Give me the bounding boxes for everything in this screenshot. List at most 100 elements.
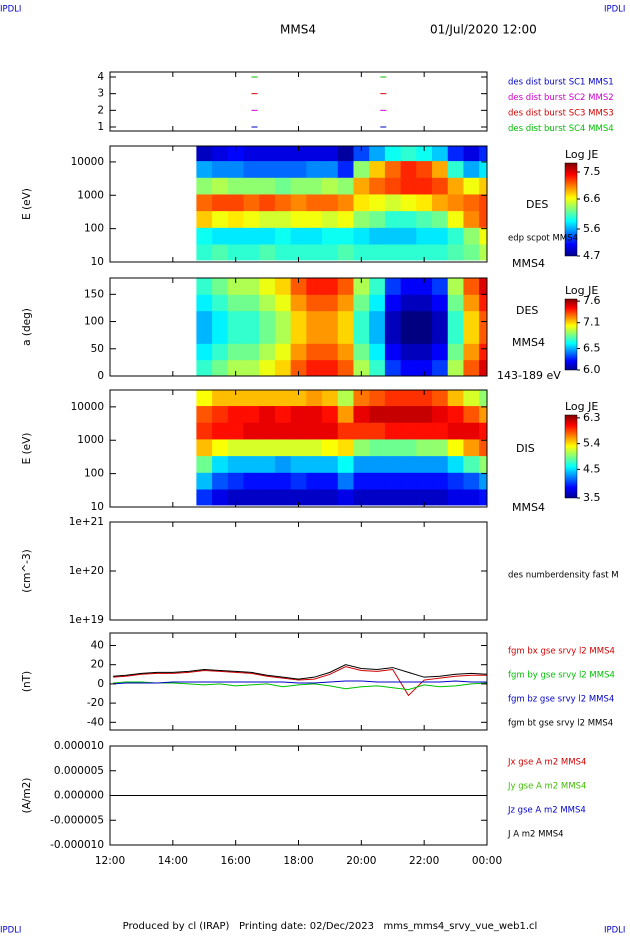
legend-entry: J A m2 MMS4 — [507, 830, 564, 840]
heat-cell — [212, 146, 229, 162]
y-axis-label: a (deg) — [21, 308, 33, 346]
heat-cell — [447, 455, 464, 473]
heat-cell — [447, 193, 464, 212]
heat-cell — [212, 343, 229, 361]
heat-cell — [337, 227, 354, 245]
heat-cell — [196, 210, 213, 228]
heat-cell — [432, 310, 449, 328]
heat-cell — [306, 422, 323, 440]
heat-cell — [353, 390, 370, 407]
heat-cell — [416, 343, 433, 361]
heat-cell — [337, 455, 354, 473]
heat-cell — [212, 488, 229, 506]
heat-cell — [384, 177, 402, 195]
plot-area — [196, 390, 487, 506]
heat-cell — [479, 160, 487, 178]
heat-cell — [227, 327, 245, 344]
heat-cell — [369, 146, 386, 162]
y-tick-label: 0 — [97, 370, 104, 382]
heat-cell — [322, 146, 339, 162]
heat-cell — [196, 177, 213, 195]
heat-cell — [463, 405, 480, 423]
heat-cell — [479, 327, 487, 344]
heat-cell — [369, 472, 386, 490]
colorbar-tick-label: 7.6 — [583, 294, 601, 307]
heat-cell — [384, 438, 402, 457]
legend-entry: fgm bz gse srvy l2 MMS4 — [508, 695, 614, 705]
heat-cell — [447, 160, 464, 178]
x-tick-label: 18:00 — [283, 855, 313, 867]
legend-entry: Jy gse A m2 MMS4 — [507, 782, 586, 792]
heat-cell — [432, 343, 449, 361]
heat-cell — [479, 227, 487, 245]
corner-label: IPDLI — [604, 5, 625, 15]
colorbar-tick-label: 4.5 — [583, 462, 601, 475]
heat-cell — [337, 243, 354, 261]
y-tick-label: 1e+20 — [69, 565, 104, 577]
y-tick-label: 40 — [91, 639, 104, 651]
colorbar-label: Log JE — [565, 284, 598, 297]
heat-cell — [369, 455, 386, 473]
legend-entry: des dist burst SC2 MMS2 — [508, 93, 614, 103]
heat-cell — [369, 438, 386, 457]
colorbar-tick-label: 3.5 — [583, 491, 601, 504]
heat-cell — [416, 390, 433, 407]
colorbar-tick-label: 6.0 — [583, 363, 601, 376]
heat-cell — [322, 210, 339, 228]
plot-area — [251, 76, 387, 128]
series-line — [113, 664, 487, 680]
heat-cell — [306, 243, 323, 261]
heat-cell — [353, 405, 370, 423]
heat-cell — [447, 278, 464, 295]
heat-cell — [353, 210, 370, 228]
heat-cell — [274, 160, 292, 178]
y-tick-label: 4 — [97, 71, 104, 83]
heat-cell — [479, 488, 487, 506]
heat-cell — [463, 359, 480, 376]
heat-cell — [432, 193, 449, 212]
heat-cell — [306, 310, 323, 328]
heat-cell — [479, 294, 487, 312]
heat-cell — [416, 193, 433, 212]
heat-cell — [196, 327, 213, 344]
y-tick-label: 100 — [84, 468, 104, 480]
y-tick-label: 1e+19 — [69, 614, 104, 626]
heat-cell — [259, 343, 276, 361]
heat-cell — [400, 390, 417, 407]
heat-cell — [274, 472, 292, 490]
heat-cell — [369, 310, 386, 328]
heat-cell — [479, 422, 487, 440]
heat-cell — [416, 359, 433, 376]
heat-cell — [322, 310, 339, 328]
heat-cell — [337, 278, 354, 295]
heat-cell — [353, 177, 370, 195]
heat-cell — [479, 243, 487, 261]
heat-cell — [447, 405, 464, 423]
heat-cell — [353, 146, 370, 162]
heat-cell — [369, 327, 386, 344]
heat-cell — [400, 146, 417, 162]
heat-cell — [306, 294, 323, 312]
heat-cell — [416, 177, 433, 195]
heat-cell — [479, 193, 487, 212]
heat-cell — [432, 146, 449, 162]
heat-cell — [479, 146, 487, 162]
heat-cell — [290, 310, 307, 328]
heat-cell — [243, 160, 260, 178]
heat-cell — [322, 455, 339, 473]
heat-cell — [416, 146, 433, 162]
heat-cell — [227, 294, 245, 312]
heat-cell — [243, 438, 260, 457]
heat-cell — [212, 310, 229, 328]
heat-cell — [384, 390, 402, 407]
heat-cell — [400, 422, 417, 440]
y-tick-label: 1 — [97, 121, 104, 133]
heat-cell — [384, 455, 402, 473]
heat-cell — [274, 227, 292, 245]
title: MMS4 — [280, 23, 316, 37]
heat-cell — [384, 146, 402, 162]
heat-cell — [212, 243, 229, 261]
panel-frame — [109, 521, 488, 621]
heat-cell — [416, 422, 433, 440]
heat-cell — [227, 405, 245, 423]
